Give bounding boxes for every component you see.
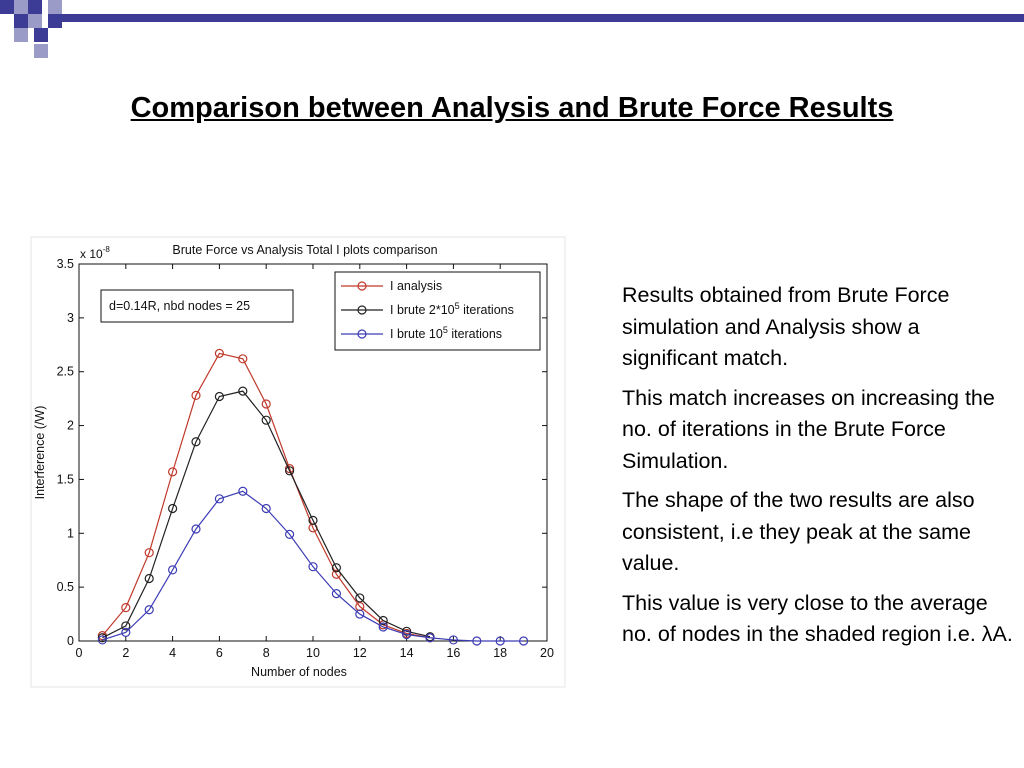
data-point bbox=[121, 627, 131, 637]
data-point bbox=[191, 390, 201, 401]
bullet-list: Results obtained from Brute Force simula… bbox=[622, 280, 1018, 659]
y-tick-label: 1 bbox=[67, 526, 74, 540]
y-multiplier: x 10-8 bbox=[80, 245, 110, 261]
data-point bbox=[495, 636, 505, 646]
bullet-3: The shape of the two results are also co… bbox=[622, 488, 975, 575]
series-1 bbox=[97, 348, 435, 643]
chart-container: Brute Force vs Analysis Total I plots co… bbox=[30, 236, 566, 688]
data-point bbox=[402, 626, 412, 636]
annotation-frame bbox=[100, 289, 294, 323]
data-point bbox=[261, 415, 271, 425]
x-tick-label: 16 bbox=[446, 646, 460, 660]
legend-item: I analysis bbox=[341, 279, 442, 293]
chart-title: Brute Force vs Analysis Total I plots co… bbox=[172, 243, 437, 257]
data-point bbox=[238, 386, 248, 396]
legend: I analysis I brute 2*105 iterations I brut… bbox=[334, 271, 541, 351]
annotation-box: d=0.14R, nbd nodes = 25 bbox=[100, 289, 294, 323]
x-tick-label: 6 bbox=[216, 646, 223, 660]
corner-decoration bbox=[0, 0, 80, 62]
data-point bbox=[519, 636, 529, 646]
data-point bbox=[285, 466, 295, 476]
data-point bbox=[378, 615, 388, 626]
data-point bbox=[331, 589, 341, 599]
data-point bbox=[285, 529, 295, 539]
annotation-text: d=0.14R, nbd nodes = 25 bbox=[109, 299, 250, 313]
x-tick-label: 8 bbox=[263, 646, 270, 660]
y-tick-label: 0 bbox=[67, 634, 74, 648]
legend-frame bbox=[334, 271, 541, 351]
data-point bbox=[191, 524, 201, 534]
bullet-1: Results obtained from Brute Force simula… bbox=[622, 283, 950, 370]
y-tick-label: 0.5 bbox=[57, 580, 74, 594]
data-point bbox=[378, 622, 388, 632]
data-point bbox=[214, 348, 224, 359]
data-point bbox=[168, 467, 178, 477]
data-point bbox=[121, 621, 131, 631]
y-tick-label: 3.5 bbox=[57, 257, 74, 271]
series-line bbox=[102, 390, 431, 639]
series-3 bbox=[97, 486, 529, 646]
legend-item: I brute 2*105 iterations bbox=[341, 301, 514, 317]
data-point bbox=[121, 603, 131, 613]
top-bar bbox=[62, 14, 1024, 22]
x-tick-label: 20 bbox=[540, 646, 554, 660]
y-tick-label: 2 bbox=[67, 419, 74, 433]
data-point bbox=[214, 391, 224, 402]
data-point bbox=[168, 565, 178, 575]
y-axis-label: Interference (/W) bbox=[33, 406, 47, 500]
legend-marker bbox=[357, 305, 367, 315]
data-point bbox=[402, 629, 412, 640]
series-2 bbox=[97, 386, 435, 643]
x-tick-label: 2 bbox=[122, 646, 129, 660]
x-tick-label: 0 bbox=[76, 646, 83, 660]
legend-marker bbox=[357, 281, 367, 291]
x-tick-label: 18 bbox=[493, 646, 507, 660]
data-point bbox=[144, 605, 154, 615]
x-tick-label: 4 bbox=[169, 646, 176, 660]
data-point bbox=[261, 503, 271, 514]
data-point bbox=[144, 573, 154, 584]
data-point bbox=[331, 563, 341, 573]
y-tick-label: 3 bbox=[67, 311, 74, 325]
legend-label: I brute 2*105 iterations bbox=[390, 301, 514, 317]
data-point bbox=[355, 609, 365, 619]
data-point bbox=[331, 569, 341, 579]
series-line bbox=[102, 490, 524, 642]
legend-marker bbox=[357, 329, 367, 339]
legend-label: I analysis bbox=[390, 279, 442, 293]
data-point bbox=[308, 515, 318, 525]
data-point bbox=[238, 354, 248, 364]
legend-item: I brute 105 iterations bbox=[341, 325, 502, 341]
bullet-4: This value is very close to the average … bbox=[622, 590, 1013, 647]
series-line bbox=[101, 352, 431, 639]
data-point bbox=[144, 548, 154, 558]
data-point bbox=[472, 636, 482, 646]
data-point bbox=[168, 503, 178, 514]
x-tick-label: 14 bbox=[400, 646, 414, 660]
data-point bbox=[425, 633, 435, 643]
y-tick-label: 2.5 bbox=[57, 365, 74, 379]
line-chart: Brute Force vs Analysis Total I plots co… bbox=[30, 236, 566, 688]
data-point bbox=[214, 494, 224, 504]
data-point bbox=[448, 635, 458, 645]
data-point bbox=[308, 562, 318, 572]
data-point bbox=[261, 399, 271, 409]
bullet-2: This match increases on increasing the n… bbox=[622, 385, 995, 473]
data-point bbox=[355, 593, 365, 603]
legend-label: I brute 105 iterations bbox=[390, 325, 502, 341]
x-tick-label: 12 bbox=[353, 646, 367, 660]
data-point bbox=[238, 486, 248, 496]
y-tick-label: 1.5 bbox=[57, 472, 74, 486]
data-point bbox=[97, 635, 108, 645]
slide-title: Comparison between Analysis and Brute Fo… bbox=[130, 92, 894, 124]
data-point bbox=[191, 437, 201, 447]
x-tick-label: 10 bbox=[306, 646, 320, 660]
x-axis-label: Number of nodes bbox=[251, 665, 347, 679]
